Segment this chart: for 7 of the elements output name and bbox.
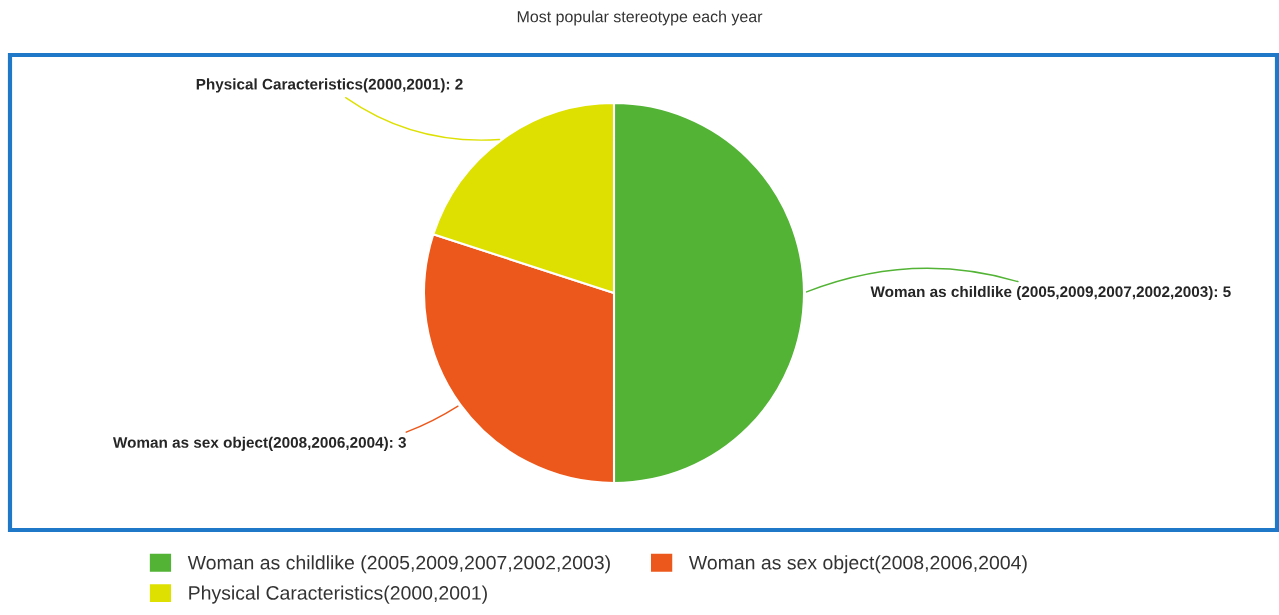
chart-title: Most popular stereotype each year: [517, 10, 763, 26]
legend-label: Physical Caracteristics(2000,2001): [189, 585, 487, 604]
data-label: Woman as sex object(2008,2006,2004): 3: [112, 436, 406, 451]
legend-label: Woman as childlike (2005,2009,2007,2002,2003): [187, 555, 610, 574]
legend-label: Woman as sex object(2008,2006,2004): [688, 555, 1027, 574]
data-label: Woman as childlike (2005,2009,2007,2002,2003): 5: [870, 285, 1231, 301]
data-label: Physical Caracteristics(2000,2001): 2: [196, 78, 463, 93]
